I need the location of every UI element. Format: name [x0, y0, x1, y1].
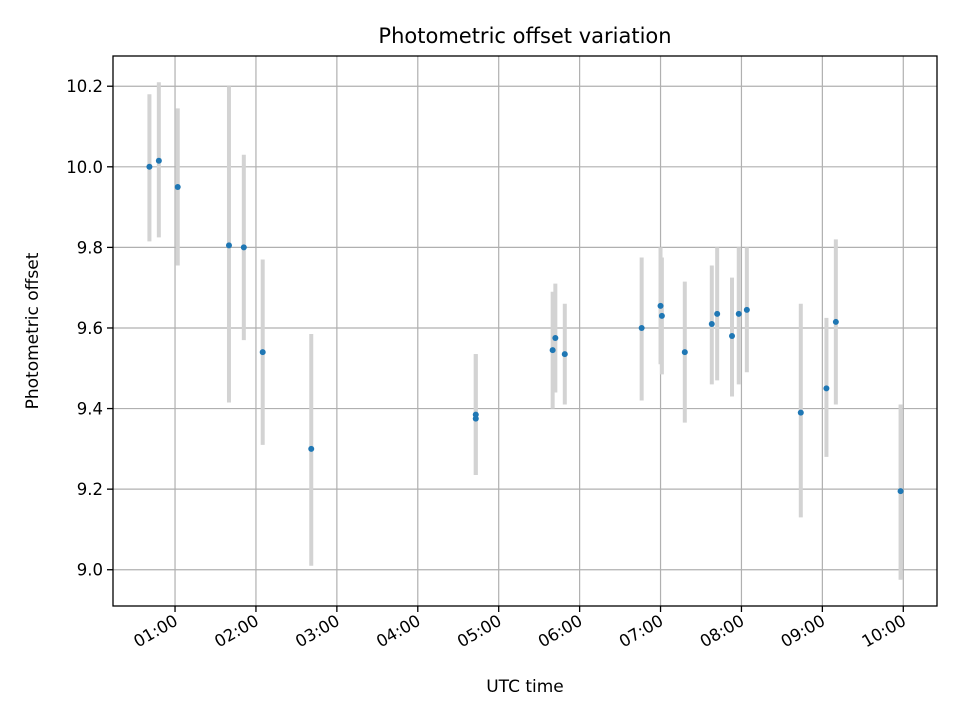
chart-title: Photometric offset variation [378, 24, 671, 48]
data-point [472, 415, 479, 422]
data-point [743, 306, 750, 313]
plot-frame [112, 55, 938, 607]
grid-layer [113, 56, 937, 606]
y-tick-label: 9.6 [77, 319, 103, 338]
x-tick-label: 03:00 [292, 611, 343, 651]
y-tick-label: 10.0 [66, 158, 103, 177]
data-point [259, 349, 266, 356]
data-point [146, 163, 153, 170]
data-point [174, 183, 181, 190]
y-tick-label: 9.4 [77, 400, 103, 419]
y-tick-label: 9.8 [77, 238, 103, 257]
data-point [681, 349, 688, 356]
data-point [797, 409, 804, 416]
y-tick-label: 10.2 [66, 77, 103, 96]
data-point [638, 324, 645, 331]
y-axis-label: Photometric offset [23, 252, 43, 409]
data-point [561, 351, 568, 358]
y-tick-label: 9.0 [77, 561, 103, 580]
data-point [549, 347, 556, 354]
tick-layer: 01:00 02:00 03:00 04:00 05:00 06:00 07:00 08:00… [66, 77, 909, 651]
data-point [308, 445, 315, 452]
error-bar-layer [147, 82, 903, 580]
point-layer [146, 157, 904, 495]
x-tick-label: 02:00 [211, 611, 262, 651]
data-point [729, 333, 736, 340]
y-tick-label: 9.2 [77, 480, 103, 499]
data-point [657, 302, 664, 309]
data-point [552, 335, 559, 342]
data-point [708, 320, 715, 327]
data-point [240, 244, 247, 251]
x-tick-label: 01:00 [130, 611, 181, 651]
x-tick-label: 06:00 [535, 611, 586, 651]
x-tick-label: 05:00 [454, 611, 505, 651]
x-tick-label: 04:00 [373, 611, 424, 651]
data-point [225, 242, 232, 249]
data-point [155, 157, 162, 164]
x-tick-label: 10:00 [859, 611, 910, 651]
data-point [897, 488, 904, 495]
data-point [658, 312, 665, 319]
x-tick-label: 09:00 [778, 611, 829, 651]
x-axis-label: UTC time [486, 677, 564, 697]
x-tick-label: 08:00 [697, 611, 748, 651]
data-point [832, 318, 839, 325]
data-point [714, 310, 721, 317]
data-point [823, 385, 830, 392]
x-tick-label: 07:00 [616, 611, 667, 651]
data-point [735, 310, 742, 317]
